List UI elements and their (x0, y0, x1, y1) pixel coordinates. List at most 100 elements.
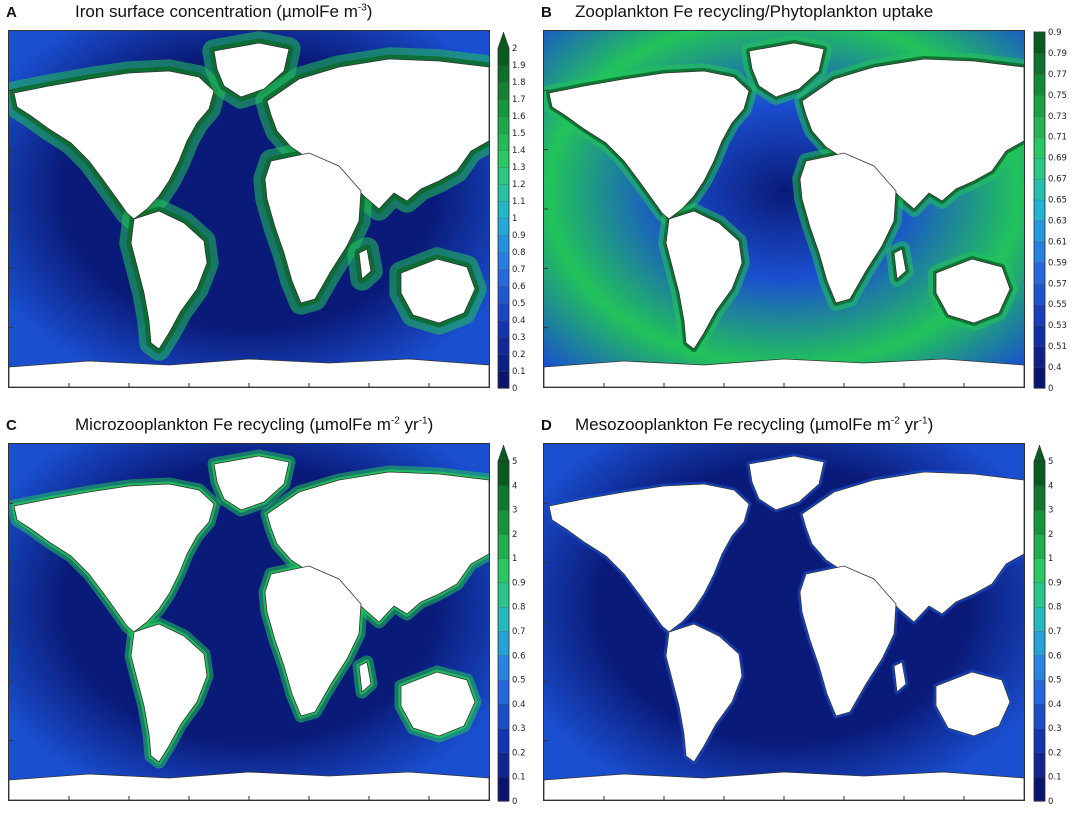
colorbar-tick-label: 0.4 (512, 700, 526, 710)
colorbar-segment (497, 234, 510, 253)
colorbar-tick-label: 0.65 (1048, 196, 1067, 206)
colorbar-tick-label: 0.3 (512, 724, 526, 734)
colorbar-tick-label: 1.2 (512, 180, 526, 190)
map-a-svg (9, 31, 489, 387)
title-d-text: Mesozooplankton Fe recycling (µmolFe m (575, 415, 891, 434)
panel-title-c: Microzooplankton Fe recycling (µmolFe m-… (75, 415, 433, 435)
colorbar-c: 0 0.1 0.2 0.3 0.4 0.5 0.6 0.7 0.8 0.9 1 2 3 4 5 (497, 444, 526, 805)
map-d-svg (544, 444, 1024, 800)
colorbar-tick-label: 0.3 (1048, 724, 1062, 734)
colorbar-segment (497, 302, 510, 321)
map-b (543, 30, 1025, 388)
colorbar-tick-label: 0 (1048, 797, 1053, 805)
land-antarctica (9, 771, 489, 800)
colorbar-segment (1033, 655, 1046, 681)
land-madagascar (893, 248, 907, 280)
colorbar-tick-label: 0.8 (512, 603, 526, 613)
colorbar-tick-label: 0.53 (1048, 321, 1067, 331)
colorbar-segment (1033, 73, 1046, 96)
title-c-sup1: -2 (390, 415, 400, 427)
colorbar-segment (497, 285, 510, 304)
colorbar-tick-label: 0.75 (1048, 91, 1067, 101)
colorbar-tick-label: 0.1 (512, 367, 526, 377)
land-south-america (665, 623, 743, 763)
map-c (8, 443, 490, 801)
colorbar-arrow (497, 31, 510, 49)
colorbar-tick-label: 0.69 (1048, 154, 1067, 164)
colorbar-segment (1033, 679, 1046, 705)
colorbar-tick-label: 0.7 (1048, 627, 1062, 637)
colorbar-tick-label: 0.59 (1048, 258, 1067, 268)
colorbar-tick-label: 0 (1048, 384, 1053, 392)
colorbar-d: 0 0.1 0.2 0.3 0.4 0.5 0.6 0.7 0.8 0.9 1 2 3 4 5 (1033, 444, 1062, 805)
colorbar-segment (497, 776, 510, 802)
colorbar-tick-label: 1.4 (512, 146, 526, 156)
colorbar-tick-label: 0.8 (512, 248, 526, 258)
colorbar-segment (1033, 325, 1046, 347)
colorbar-segment (497, 132, 510, 151)
panel-label-c: C (6, 417, 17, 434)
colorbar-tick-label: 0.57 (1048, 279, 1067, 289)
land-africa (264, 565, 362, 717)
colorbar-segment (1033, 52, 1046, 75)
colorbar-tick-label: 0.7 (512, 265, 526, 275)
land-australia (400, 671, 476, 737)
colorbar-arrow (1033, 444, 1046, 462)
colorbar-tick-label: 0.55 (1048, 300, 1067, 310)
colorbar-segment (1033, 178, 1046, 201)
colorbar-tick-label: 0.63 (1048, 216, 1067, 226)
land-north-america (548, 70, 750, 220)
title-d-mid: yr (899, 415, 919, 434)
land-south-america (130, 623, 208, 763)
land-south-america (665, 210, 743, 350)
colorbar-tick-label: 0.51 (1048, 342, 1067, 352)
title-d-end: ) (927, 415, 934, 434)
colorbar-segment (497, 353, 510, 372)
land-madagascar (358, 661, 372, 693)
map-d (543, 443, 1025, 801)
colorbar-tick-label: 0.77 (1048, 70, 1067, 80)
title-d-sup2: -1 (918, 415, 928, 427)
colorbar-segment (497, 370, 510, 389)
colorbar-tick-label: 1.3 (512, 163, 526, 173)
colorbar-segment (1033, 460, 1046, 486)
land-greenland (748, 42, 825, 98)
colorbar-tick-label: 1 (512, 554, 517, 564)
title-c-mid: yr (399, 415, 419, 434)
colorbar-tick-label: 0 (512, 797, 517, 805)
land-south-america (130, 210, 208, 350)
colorbar-segment (1033, 304, 1046, 326)
colorbar-frame (497, 47, 510, 389)
map-b-svg (544, 31, 1024, 387)
colorbar-tick-label: 3 (1048, 506, 1053, 516)
colorbar-segment (1033, 220, 1046, 243)
panel-title-a: Iron surface concentration (µmolFe m-3) (75, 2, 372, 22)
colorbar-frame (1033, 460, 1046, 802)
title-a-end: ) (366, 2, 373, 21)
colorbar-segment (497, 727, 510, 754)
land-north-america (13, 70, 215, 220)
land-eurasia (801, 471, 1024, 623)
colorbar-tick-label: 0.6 (1048, 651, 1062, 661)
colorbar-segment (497, 268, 510, 287)
colorbar-segment (497, 509, 510, 535)
colorbar-tick-label: 0.8 (1048, 603, 1062, 613)
colorbar-frame (1033, 31, 1046, 389)
colorbar-tick-label: 0.6 (512, 282, 526, 292)
land-madagascar (358, 248, 372, 280)
colorbar-tick-label: 1.7 (512, 95, 526, 105)
title-c-end: ) (427, 415, 434, 434)
colorbar-segment (497, 679, 510, 705)
land-greenland (213, 42, 290, 98)
colorbar-segment (1033, 283, 1046, 305)
land-australia (400, 258, 476, 324)
colorbar-tick-label: 0.4 (1048, 363, 1062, 373)
land-antarctica (544, 771, 1024, 800)
panel-label-d: D (541, 417, 552, 434)
colorbar-segment (1033, 606, 1046, 632)
colorbar-tick-label: 1 (1048, 554, 1053, 564)
colorbar-tick-label: 0.2 (512, 748, 526, 758)
colorbar-arrow (497, 444, 510, 462)
land-australia (935, 671, 1011, 737)
colorbar-tick-label: 1.5 (512, 129, 526, 139)
